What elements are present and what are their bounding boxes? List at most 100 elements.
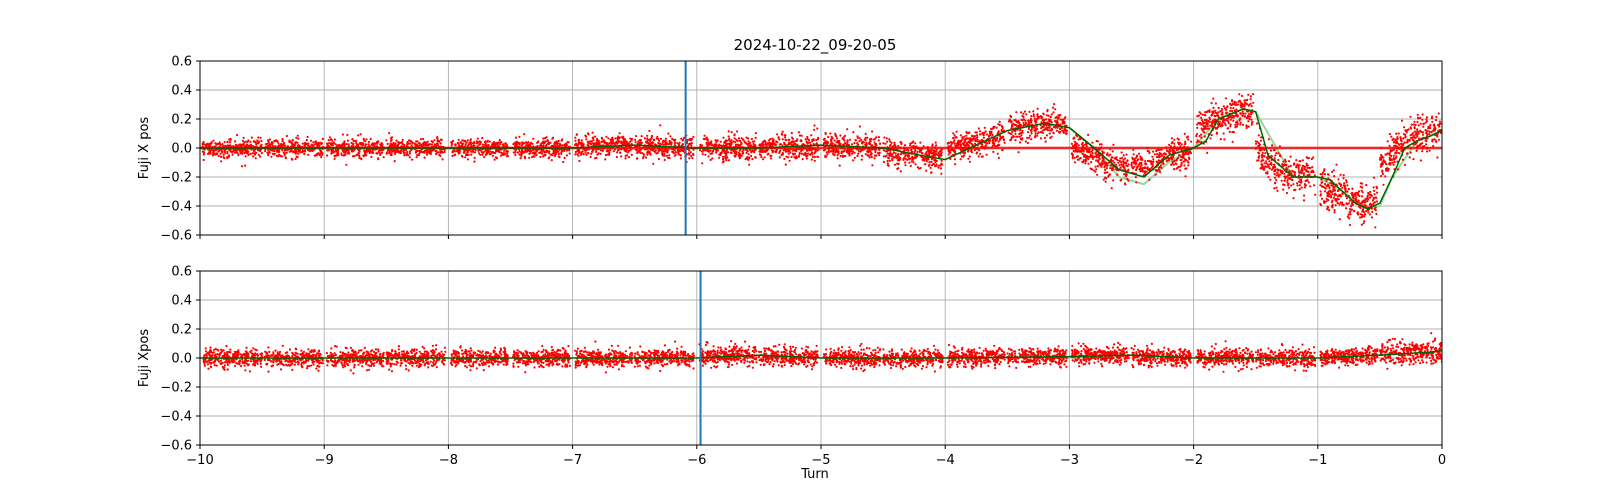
- data-point: [268, 138, 271, 141]
- data-point: [810, 134, 813, 137]
- data-point: [852, 131, 855, 134]
- data-point: [997, 156, 1001, 159]
- data-point: [742, 138, 745, 141]
- data-point: [785, 155, 788, 158]
- data-point: [1152, 150, 1155, 153]
- data-point: [585, 149, 588, 152]
- data-point: [857, 152, 860, 155]
- data-point: [239, 151, 242, 154]
- data-point: [623, 141, 627, 145]
- data-point: [565, 154, 569, 157]
- data-point: [707, 142, 711, 145]
- data-point: [840, 150, 843, 153]
- data-point: [267, 151, 270, 154]
- data-point: [822, 149, 826, 152]
- data-point: [1095, 168, 1098, 171]
- data-point: [930, 148, 934, 151]
- data-point: [590, 152, 593, 155]
- data-point: [208, 151, 212, 154]
- data-point: [264, 149, 267, 153]
- data-point: [527, 141, 530, 144]
- data-point: [783, 134, 787, 137]
- data-point: [1184, 150, 1187, 154]
- data-point: [1095, 159, 1098, 162]
- data-point: [268, 144, 271, 147]
- data-point: [937, 154, 941, 157]
- data-point: [927, 154, 930, 157]
- data-point: [989, 134, 992, 137]
- data-point: [1170, 158, 1173, 161]
- data-point: [674, 151, 678, 154]
- data-point: [639, 138, 643, 142]
- data-point: [947, 153, 950, 156]
- data-point: [259, 155, 262, 158]
- data-point: [560, 148, 563, 151]
- data-point: [787, 152, 790, 155]
- data-point: [878, 151, 881, 155]
- data-point: [1025, 113, 1028, 116]
- data-point: [224, 151, 227, 154]
- data-point: [836, 154, 839, 157]
- data-point: [864, 132, 867, 135]
- data-point: [1222, 105, 1225, 108]
- data-point: [759, 154, 762, 157]
- data-point: [1043, 118, 1046, 121]
- data-point: [1231, 114, 1234, 117]
- data-point: [312, 141, 315, 144]
- data-point: [1135, 155, 1138, 158]
- data-point: [673, 141, 677, 145]
- data-point: [605, 150, 609, 153]
- data-point: [662, 143, 666, 146]
- data-point: [826, 153, 829, 156]
- data-point: [483, 156, 486, 159]
- data-point: [411, 158, 414, 161]
- data-point: [1080, 150, 1083, 153]
- data-point: [202, 140, 205, 144]
- data-point: [219, 155, 223, 158]
- data-point: [746, 156, 749, 159]
- data-point: [1027, 131, 1030, 134]
- data-point: [964, 144, 967, 147]
- data-point: [332, 141, 335, 144]
- data-point: [604, 154, 608, 157]
- data-point: [853, 142, 856, 145]
- data-point: [386, 142, 389, 145]
- data-point: [1002, 135, 1005, 139]
- data-point: [784, 138, 787, 141]
- data-point: [774, 151, 777, 154]
- data-point: [364, 144, 367, 148]
- data-point: [1134, 176, 1137, 179]
- data-point: [1155, 169, 1158, 172]
- data-point: [673, 154, 677, 157]
- data-point: [1154, 173, 1157, 176]
- data-point: [992, 127, 995, 130]
- data-point: [520, 153, 523, 156]
- data-point: [479, 153, 482, 156]
- data-point: [608, 142, 611, 145]
- data-point: [1100, 143, 1103, 146]
- data-point: [1026, 141, 1029, 145]
- data-point: [460, 144, 463, 147]
- data-point: [1125, 153, 1128, 156]
- data-point: [1117, 161, 1120, 164]
- data-point: [360, 158, 363, 161]
- data-point: [610, 142, 613, 145]
- data-point: [393, 144, 397, 147]
- data-point: [1243, 99, 1246, 102]
- data-point: [297, 144, 300, 147]
- data-point: [860, 138, 863, 142]
- data-point: [1030, 126, 1033, 129]
- data-point: [1249, 98, 1252, 101]
- data-point: [1136, 159, 1139, 162]
- data-point: [1122, 158, 1125, 161]
- data-point: [889, 140, 892, 143]
- data-point: [813, 124, 816, 127]
- data-point: [770, 154, 773, 157]
- data-point: [868, 142, 871, 145]
- data-point: [904, 164, 907, 167]
- data-point: [976, 140, 979, 143]
- data-point: [1170, 137, 1173, 140]
- data-point: [824, 140, 827, 143]
- data-point: [1241, 110, 1244, 113]
- data-point: [1041, 131, 1044, 134]
